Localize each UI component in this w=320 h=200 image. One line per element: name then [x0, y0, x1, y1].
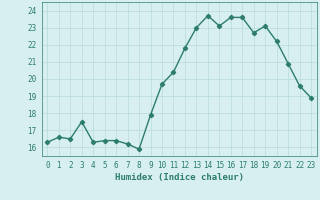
X-axis label: Humidex (Indice chaleur): Humidex (Indice chaleur): [115, 173, 244, 182]
